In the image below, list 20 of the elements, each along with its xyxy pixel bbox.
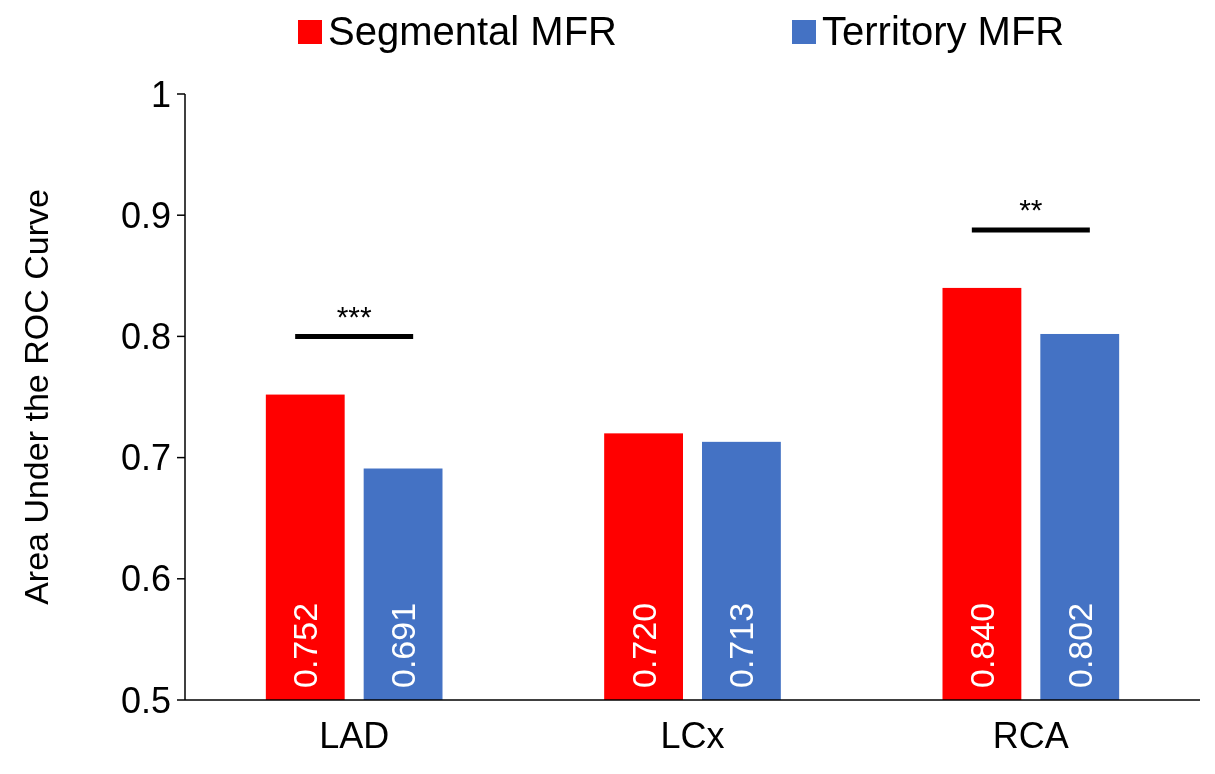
- y-tick-label: 1: [150, 73, 171, 115]
- data-label: 0.752: [286, 602, 325, 688]
- y-tick-label: 0.6: [120, 558, 171, 600]
- annotation: ***: [336, 299, 372, 333]
- x-tick-label: LCx: [660, 715, 725, 756]
- legend-label: Territory MFR: [822, 9, 1065, 53]
- y-axis-title: Area Under the ROC Curve: [17, 189, 55, 605]
- data-label: 0.691: [384, 602, 423, 688]
- data-label: 0.802: [1060, 602, 1099, 688]
- data-label: 0.840: [962, 602, 1001, 688]
- data-label: 0.720: [624, 602, 663, 688]
- x-tick-label: RCA: [992, 715, 1069, 756]
- x-tick-label: LAD: [319, 715, 390, 756]
- y-tick-label: 0.7: [120, 437, 171, 479]
- annotation: **: [1019, 192, 1043, 226]
- y-tick-label: 0.8: [120, 316, 171, 357]
- y-tick-label: 0.9: [120, 194, 171, 236]
- y-tick-label: 0.5: [120, 679, 171, 721]
- legend-label: Segmental MFR: [328, 9, 617, 53]
- data-label: 0.713: [722, 602, 761, 688]
